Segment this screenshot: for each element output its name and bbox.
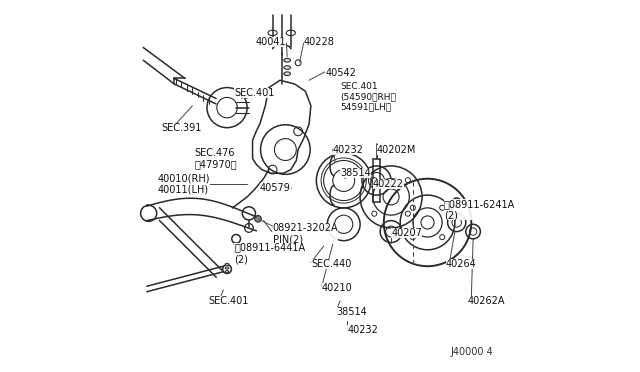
- Ellipse shape: [284, 66, 291, 69]
- Text: 40264: 40264: [446, 259, 477, 269]
- Text: 38514: 38514: [340, 168, 371, 178]
- Text: 40232: 40232: [348, 325, 378, 335]
- Ellipse shape: [225, 270, 229, 273]
- Ellipse shape: [234, 250, 238, 253]
- Ellipse shape: [234, 243, 238, 246]
- Text: 40207: 40207: [391, 228, 422, 238]
- Text: 40010(RH)
40011(LH): 40010(RH) 40011(LH): [158, 173, 211, 195]
- Text: SEC.391: SEC.391: [161, 123, 202, 133]
- Text: 40222: 40222: [373, 179, 404, 189]
- Ellipse shape: [284, 58, 291, 62]
- Text: SEC.440: SEC.440: [311, 259, 351, 269]
- Text: 40232: 40232: [333, 145, 364, 154]
- Text: ⓝ08911-6241A
(2): ⓝ08911-6241A (2): [444, 199, 515, 221]
- Text: 40542: 40542: [326, 68, 356, 78]
- Text: 40202M: 40202M: [376, 145, 416, 154]
- Ellipse shape: [225, 263, 229, 266]
- Text: 40262A: 40262A: [468, 296, 505, 306]
- Text: SEC.401
(54590〈RH〉
54591〈LH〉: SEC.401 (54590〈RH〉 54591〈LH〉: [340, 82, 396, 112]
- Ellipse shape: [234, 247, 238, 249]
- Text: 40041: 40041: [256, 37, 287, 47]
- Text: 40228: 40228: [303, 37, 335, 47]
- Text: SEC.476
ぇ47970え: SEC.476 ぇ47970え: [194, 148, 237, 170]
- Text: ⓝ: ⓝ: [452, 198, 458, 208]
- Ellipse shape: [284, 72, 291, 76]
- Text: SEC.401: SEC.401: [234, 88, 275, 98]
- Text: 40579: 40579: [260, 183, 291, 193]
- Circle shape: [255, 215, 261, 222]
- Text: 38514: 38514: [337, 307, 367, 317]
- Ellipse shape: [225, 267, 229, 269]
- Text: J40000 4: J40000 4: [451, 347, 493, 357]
- Text: 08921-3202A
PIN(2): 08921-3202A PIN(2): [273, 222, 338, 244]
- Text: 40210: 40210: [322, 283, 353, 293]
- Text: SEC.401: SEC.401: [209, 296, 249, 306]
- Text: ⓝ08911-6441A
(2): ⓝ08911-6441A (2): [234, 243, 305, 264]
